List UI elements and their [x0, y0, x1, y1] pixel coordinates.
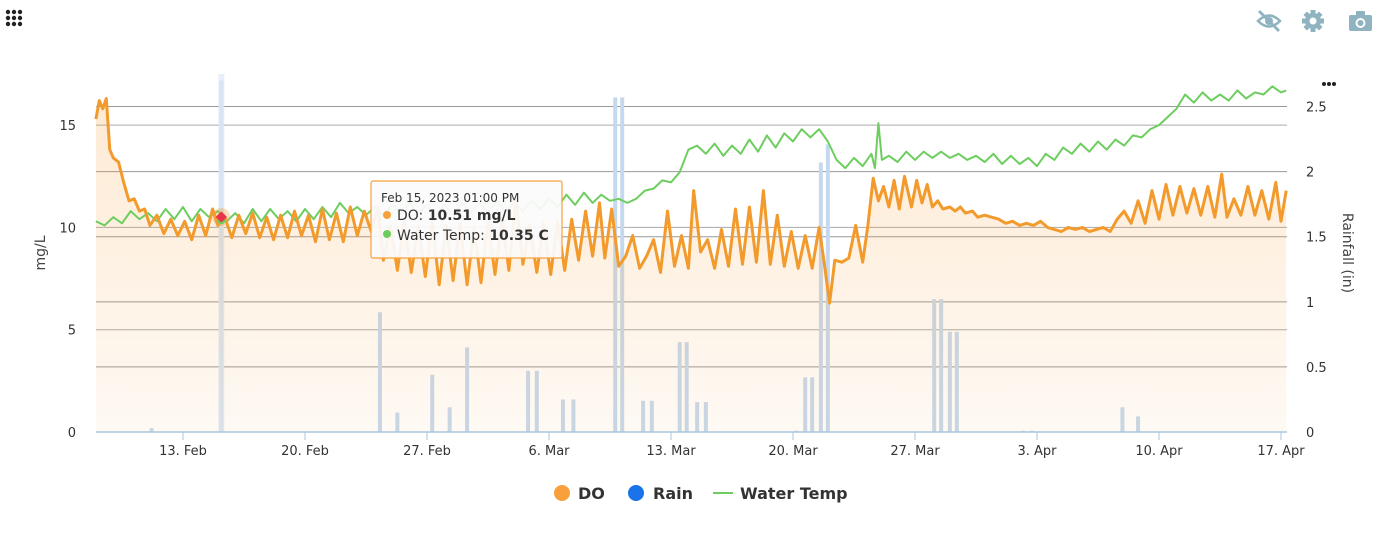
- do-area-fill: [95, 98, 1287, 432]
- legend: DO Rain Water Temp: [554, 484, 848, 503]
- y-right-axis-ticks: 0 0.5 1 1.5 2 2.5: [1306, 101, 1327, 441]
- x-axis-ticks: 13. Feb 20. Feb 27. Feb 6. Mar 13. Mar 20. Ma…: [159, 432, 1305, 459]
- legend-do-label: DO: [578, 484, 605, 503]
- tooltip-do-value: 10.51 mg/L: [428, 208, 516, 224]
- y-right-tick-label: 2.5: [1306, 101, 1327, 116]
- hover-markers: [212, 207, 231, 226]
- tooltip-temp-value: 10.35 C: [489, 228, 548, 244]
- x-tick-label: 6. Mar: [528, 444, 570, 459]
- y-right-tick-label: 1.5: [1306, 231, 1327, 246]
- x-tick-label: 10. Apr: [1135, 444, 1183, 459]
- tooltip-date: Feb 15, 2023 01:00 PM: [381, 191, 519, 205]
- legend-item-rain[interactable]: Rain: [628, 484, 693, 503]
- x-tick-label: 13. Feb: [159, 444, 207, 459]
- y-right-tick-label: 0.5: [1306, 361, 1327, 376]
- x-tick-label: 3. Apr: [1017, 444, 1057, 459]
- grid-dots-icon[interactable]: [5, 9, 23, 27]
- x-tick-label: 27. Feb: [403, 444, 451, 459]
- camera-icon[interactable]: [1349, 11, 1372, 31]
- legend-item-water-temp[interactable]: Water Temp: [713, 484, 848, 503]
- y-left-tick-label: 0: [68, 426, 76, 441]
- tooltip-temp-label: Water Temp:: [397, 228, 489, 244]
- y-left-tick-label: 15: [59, 119, 76, 134]
- x-tick-label: 20. Mar: [768, 444, 818, 459]
- hover-do-marker: [215, 211, 227, 223]
- x-tick-label: 17. Apr: [1257, 444, 1305, 459]
- tooltip-temp-swatch: [383, 230, 391, 238]
- ellipsis-icon[interactable]: [1322, 82, 1336, 86]
- x-tick-label: 27. Mar: [890, 444, 940, 459]
- x-tick-label: 13. Mar: [646, 444, 696, 459]
- water-temp-line: [95, 85, 1287, 227]
- y-right-tick-label: 0: [1306, 426, 1314, 441]
- legend-water-temp-label: Water Temp: [740, 484, 848, 503]
- y-right-tick-label: 2: [1306, 166, 1314, 181]
- legend-rain-swatch: [628, 485, 644, 501]
- gear-icon[interactable]: [1302, 10, 1324, 32]
- y-right-axis-title: Rainfall (in): [1339, 213, 1355, 293]
- tooltip-do-label: DO:: [397, 208, 428, 224]
- legend-item-do[interactable]: DO: [554, 484, 605, 503]
- eye-slash-icon[interactable]: [1256, 10, 1282, 32]
- y-left-tick-label: 5: [68, 324, 76, 339]
- legend-do-swatch: [554, 485, 570, 501]
- svg-text:Water Temp: 10.35 C: Water Temp: 10.35 C: [397, 228, 549, 244]
- x-tick-label: 20. Feb: [281, 444, 329, 459]
- do-line: [94, 97, 1288, 305]
- y-right-tick-label: 1: [1306, 296, 1314, 311]
- legend-rain-label: Rain: [653, 484, 693, 503]
- tooltip-box: [370, 180, 563, 259]
- tooltip-do-swatch: [383, 211, 391, 219]
- y-left-tick-label: 10: [59, 221, 76, 236]
- svg-text:DO: 10.51 mg/L: DO: 10.51 mg/L: [397, 208, 516, 224]
- y-left-axis-ticks: 0 5 10 15: [59, 119, 76, 441]
- tooltip: Feb 15, 2023 01:00 PM DO: 10.51 mg/L Wat…: [370, 180, 563, 259]
- y-left-axis-title: mg/L: [33, 235, 49, 270]
